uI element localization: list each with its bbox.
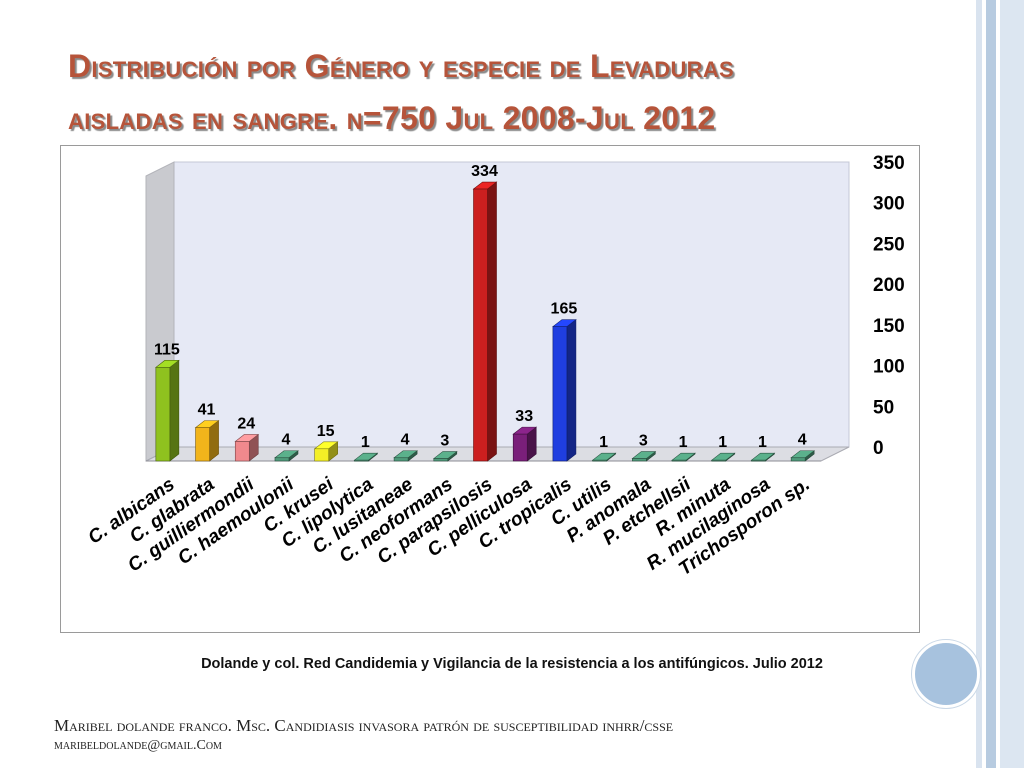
bar [632,458,647,462]
decor-circle [912,640,980,708]
bar [751,459,766,462]
data-label: 41 [198,402,216,419]
data-label: 1 [718,434,727,451]
title-line-1: Distribución por Género y especie de Lev… [68,48,735,84]
footer: Maribel dolande franco. Msc. Candidiasis… [54,716,934,756]
bar [195,427,210,462]
data-label: 1 [361,434,370,451]
data-label: 4 [798,432,807,449]
bar [671,459,687,462]
bar [711,459,727,462]
bar [552,326,568,462]
decor-stripe-3 [1000,0,1024,768]
bar [354,459,369,462]
decor-stripe-2 [986,0,996,768]
bar [314,448,329,462]
bar-side [566,319,577,462]
data-label: 4 [282,432,291,449]
y-tick-label: 350 [873,153,905,174]
bar [274,457,290,462]
data-label: 1 [758,434,767,451]
y-tick-label: 150 [873,316,905,337]
data-label: 24 [237,415,255,432]
chart-frame: 0 50 100 150 200 250 300 350 115 C. albicans 41 C. … [60,145,920,633]
bar [790,457,806,462]
bar-side [169,359,180,462]
data-label: 1 [679,434,688,451]
data-label: 115 [154,341,180,358]
bar [155,367,171,462]
data-label: 334 [471,163,498,180]
y-tick-label: 300 [873,194,905,215]
data-label: 3 [639,433,648,450]
data-label: 3 [440,433,449,450]
footer-email: maribeldolande@gmail.Com [54,738,222,753]
bar [433,458,449,462]
bar [393,457,409,462]
data-label: 4 [401,432,410,449]
bar [512,433,528,462]
data-label: 1 [599,434,608,451]
footer-author: Maribel dolande franco. Msc. Candidiasis… [54,716,674,735]
decor-stripe-1 [976,0,982,768]
y-tick-label: 250 [873,234,905,255]
y-tick-label: 50 [873,397,894,418]
bar-side [487,181,497,462]
bar [234,441,250,462]
bar [473,188,488,462]
data-label: 15 [317,423,335,440]
slide-title: Distribución por Género y especie de Lev… [68,40,948,144]
chart-back-wall [173,161,850,448]
y-tick-label: 100 [873,357,905,378]
bar [592,459,607,462]
data-label: 33 [515,408,533,425]
citation: Dolande y col. Red Candidemia y Vigilanc… [201,656,823,672]
data-label: 165 [551,301,578,318]
title-line-2: aisladas en sangre. n=750 Jul 2008-Jul 2… [68,100,716,136]
y-tick-label: 200 [873,275,905,296]
y-tick-label: 0 [873,438,884,459]
